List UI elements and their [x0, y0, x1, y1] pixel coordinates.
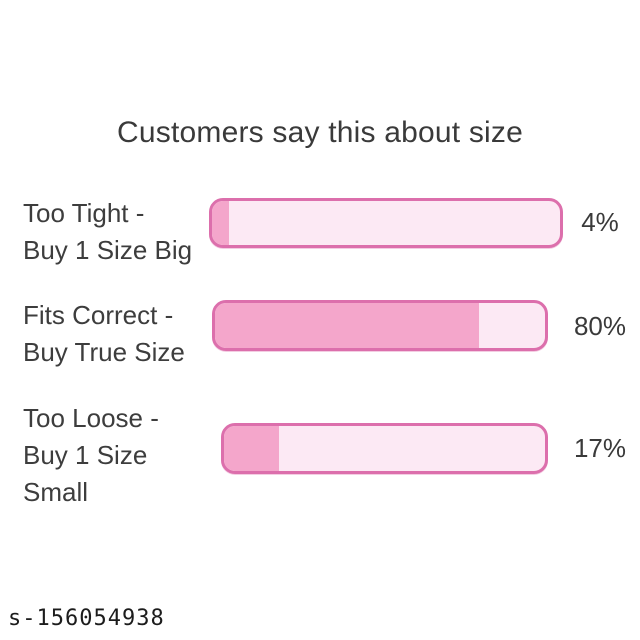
percentage-label: 80%: [573, 311, 627, 341]
bar-label: Too Tight - Buy 1 Size Big: [23, 195, 192, 269]
percentage-label: 17%: [573, 433, 627, 463]
bar-label-line: Buy True Size: [23, 337, 185, 367]
percentage-label: 4%: [581, 207, 619, 237]
progress-bar: [212, 300, 548, 351]
bar-label-line: Small: [23, 477, 89, 507]
bar-label-line: Fits Correct -: [23, 300, 174, 330]
bar-label: Too Loose - Buy 1 Size Small: [23, 400, 159, 511]
progress-bar-fill: [224, 426, 279, 471]
page-title: Customers say this about size: [117, 116, 523, 149]
bar-label-line: Too Tight -: [23, 198, 145, 228]
watermark-text: s-156054938: [8, 606, 165, 631]
bar-label-line: Buy 1 Size: [23, 440, 148, 470]
progress-bar-fill: [215, 303, 479, 348]
bar-label-line: Buy 1 Size Big: [23, 235, 193, 265]
bar-label-line: Too Loose -: [23, 403, 159, 433]
progress-bar: [221, 423, 548, 474]
progress-bar: [209, 198, 563, 248]
progress-bar-fill: [212, 201, 229, 245]
bar-label: Fits Correct - Buy True Size: [23, 297, 185, 371]
